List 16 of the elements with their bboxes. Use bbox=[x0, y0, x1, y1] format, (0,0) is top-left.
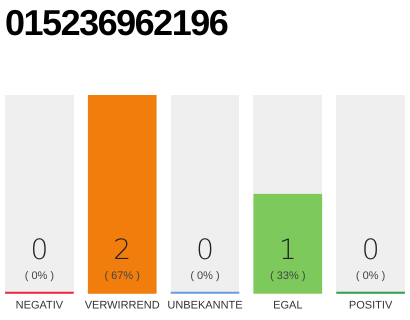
annotation: ( 0% ) bbox=[356, 270, 386, 282]
data-label: 0 bbox=[362, 232, 380, 266]
chart-title: 015236962196 bbox=[5, 2, 228, 44]
data-label: 1 bbox=[278, 232, 297, 266]
annotation: ( 67% ) bbox=[104, 270, 140, 282]
x-tick-label: POSITIV bbox=[348, 299, 393, 312]
x-tick-label: EGAL bbox=[273, 299, 302, 312]
annotation: ( 0% ) bbox=[190, 270, 220, 282]
data-label: 2 bbox=[113, 232, 132, 266]
x-tick-label: NEGATIV bbox=[16, 299, 64, 312]
x-tick-label: UNBEKANNTE bbox=[167, 299, 243, 312]
data-label: 0 bbox=[196, 232, 214, 266]
data-label: 0 bbox=[30, 232, 48, 266]
annotation: ( 0% ) bbox=[24, 270, 54, 282]
annotation: ( 33% ) bbox=[270, 270, 306, 282]
x-tick-label: VERWIRREND bbox=[84, 299, 160, 312]
